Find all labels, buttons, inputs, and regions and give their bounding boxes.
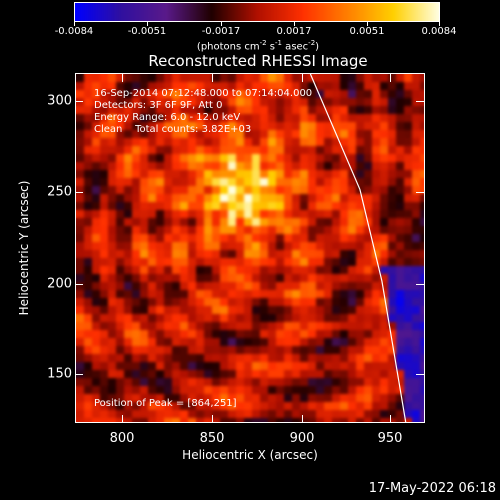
- date-stamp: 17-May-2022 06:18: [368, 481, 496, 496]
- colorbar: [74, 2, 440, 22]
- y-axis-title: Heliocentric Y (arcsec): [17, 180, 31, 316]
- plot-title: Reconstructed RHESSI Image: [148, 52, 368, 70]
- y-tick-label: 150: [47, 366, 72, 382]
- colorbar-tick-label: -0.0017: [201, 26, 241, 37]
- x-axis-title: Heliocentric X (arcsec): [182, 448, 318, 462]
- info-energy-range: Energy Range: 6.0 - 12.0 keV: [94, 112, 241, 123]
- x-tick-label: 850: [199, 431, 225, 446]
- colorbar-tick-label: 0.0051: [349, 26, 385, 37]
- colorbar-tick-label: 0.0017: [276, 26, 312, 37]
- heatmap-image: [76, 74, 424, 422]
- x-tick-label: 800: [109, 431, 135, 446]
- x-tick-label: 950: [377, 431, 403, 446]
- info-peak-position: Position of Peak = [864,251]: [94, 398, 237, 409]
- solar-limb-overlay: [309, 74, 407, 422]
- plot-frame: [75, 73, 425, 423]
- y-tick-label: 250: [47, 184, 72, 200]
- colorbar-tick-label: 0.0084: [421, 26, 457, 37]
- colorbar-tick-label: -0.0084: [54, 26, 94, 37]
- y-tick-label: 200: [47, 276, 72, 292]
- colorbar-units: (photons cm-2 s-1 asec-2): [196, 39, 320, 53]
- x-tick-label: 900: [289, 431, 315, 446]
- info-detectors: Detectors: 3F 6F 9F, Att 0: [94, 100, 223, 111]
- colorbar-tick-label: -0.0051: [127, 26, 167, 37]
- solar-limb-line: [309, 74, 407, 422]
- info-clean-counts: Clean Total counts: 3.82E+03: [94, 124, 252, 135]
- info-time-range: 16-Sep-2014 07:12:48.000 to 07:14:04.000: [94, 88, 313, 99]
- y-tick-label: 300: [47, 93, 72, 109]
